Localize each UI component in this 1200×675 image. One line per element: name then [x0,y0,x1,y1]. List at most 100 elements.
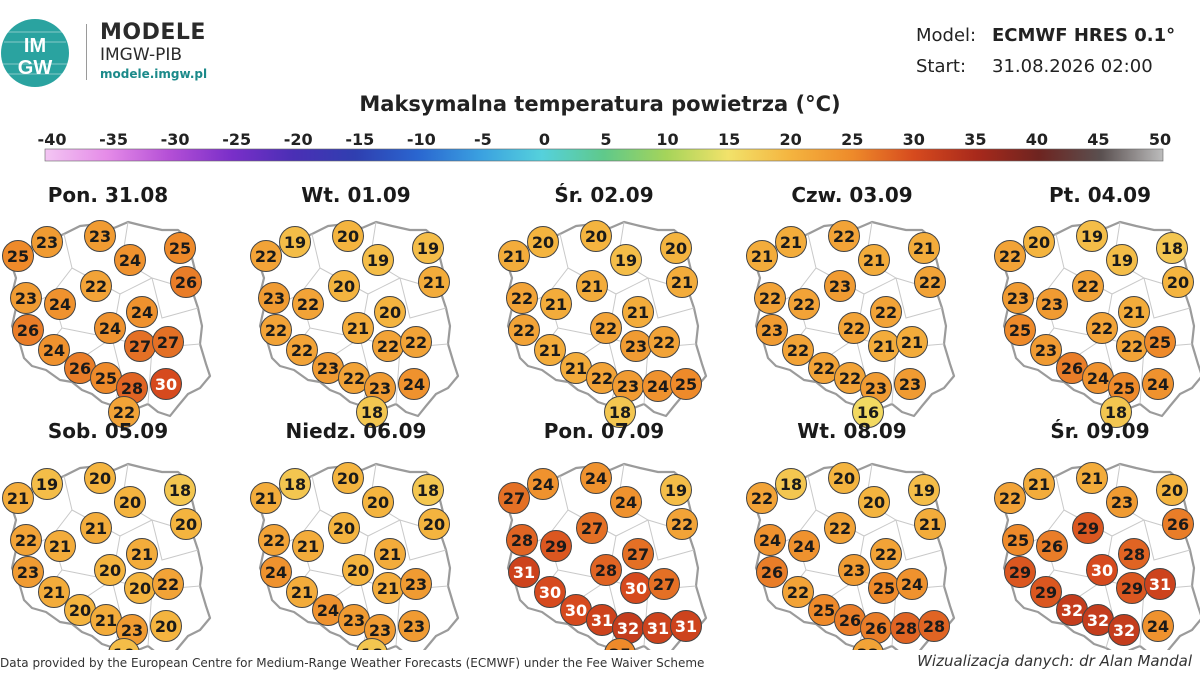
temperature-marker: 27 [648,568,680,600]
temperature-circle [506,524,538,556]
temperature-circle [756,556,788,588]
day-label: Pon. 31.08 [48,183,168,207]
temperature-marker: 31 [508,556,540,588]
colorbar-tick-label: 0 [539,130,550,149]
temperature-value: 23 [89,227,111,246]
model-info: Model: ECMWF HRES 0.1° [916,25,1175,46]
temperature-marker: 25 [1108,372,1140,404]
temperature-marker: 21 [1118,296,1150,328]
temperature-value: 23 [263,289,285,308]
temperature-value: 21 [377,579,399,598]
temperature-marker: 21 [374,538,406,570]
temperature-marker: 21 [540,288,572,320]
temperature-marker: 20 [1156,474,1188,506]
temperature-marker: 18 [604,396,636,428]
temperature-circle [754,524,786,556]
temperature-circle [328,270,360,302]
temperature-value: 23 [15,289,37,308]
temperature-marker: 18 [356,638,388,650]
temperature-value: 25 [1113,379,1135,398]
temperature-value: 29 [545,537,567,556]
temperature-marker: 31 [642,612,674,644]
temperature-circle [114,486,146,518]
temperature-value: 23 [1007,289,1029,308]
temperature-circle [150,610,182,642]
temperature-marker: 21 [372,572,404,604]
temperature-circle [506,282,538,314]
temperature-marker: 20 [332,220,364,252]
temperature-marker: 24 [1082,362,1114,394]
temperature-marker: 26 [756,556,788,588]
temperature-circle [1142,610,1174,642]
temperature-value: 21 [1028,475,1050,494]
temperature-circle [894,368,926,400]
temperature-marker: 22 [338,362,370,394]
temperature-marker: 20 [84,462,116,494]
temperature-value: 19 [367,251,389,270]
temperature-marker: 23 [400,568,432,600]
temperature-circle [292,288,324,320]
temperature-value: 22 [297,295,319,314]
temperature-marker: 31 [586,604,618,636]
temperature-marker: 22 [508,314,540,346]
temperature-marker: 20 [527,226,559,258]
temperature-marker: 23 [398,610,430,642]
temperature-marker: 21 [80,512,112,544]
temperature-value: 31 [591,611,613,630]
temperature-marker: 20 [332,462,364,494]
temperature-circle [858,486,890,518]
brand-url[interactable]: modele.imgw.pl [100,67,208,81]
temperature-value: 24 [43,341,65,360]
voivodeship-border [1139,589,1145,647]
temperature-value: 21 [49,537,71,556]
temperature-value: 19 [36,475,58,494]
temperature-value: 20 [585,227,607,246]
temperature-marker: 21 [534,334,566,366]
temperature-marker: 21 [746,240,778,272]
temperature-value: 25 [95,369,117,388]
temperature-marker: 19 [362,244,394,276]
temperature-circle [260,556,292,588]
temperature-marker: 23 [84,220,116,252]
temperature-value: 24 [585,469,607,488]
temperature-circle [38,334,70,366]
temperature-marker: 24 [754,524,786,556]
voivodeship-border [395,589,401,647]
temperature-marker: 22 [1086,312,1118,344]
temperature-value: 20 [532,233,554,252]
temperature-marker: 23 [620,330,652,362]
temperature-value: 22 [263,531,285,550]
temperature-marker: 25 [670,368,702,400]
temperature-value: 30 [565,601,587,620]
temperature-circle [10,524,42,556]
voivodeship-border [31,475,73,547]
temperature-circle [400,568,432,600]
temperature-value: 18 [609,403,631,422]
temperature-value: 22 [999,247,1021,266]
temperature-marker: 21 [896,326,928,358]
temperature-marker: 31 [1144,568,1176,600]
logo-text-bottom: GW [18,57,53,79]
temperature-circle [250,482,282,514]
temperature-value: 20 [423,515,445,534]
temperature-value: 21 [919,515,941,534]
temperature-value: 28 [121,379,143,398]
temperature-value: 21 [1123,303,1145,322]
voivodeship-border [647,519,695,561]
temperature-circle [170,266,202,298]
model-value: ECMWF HRES 0.1° [992,25,1176,46]
voivodeship-border [891,347,897,405]
temperature-marker: 23 [364,372,396,404]
temperature-circle [590,312,622,344]
temperature-value: 29 [1121,579,1143,598]
temperature-circle [670,610,702,642]
voivodeship-border [279,233,321,305]
temperature-circle [1004,314,1036,346]
temperature-value: 16 [857,403,879,422]
temperature-circle [1118,296,1150,328]
temperature-value: 20 [337,227,359,246]
temperature-marker: 32 [1082,604,1114,636]
temperature-value: 23 [829,277,851,296]
